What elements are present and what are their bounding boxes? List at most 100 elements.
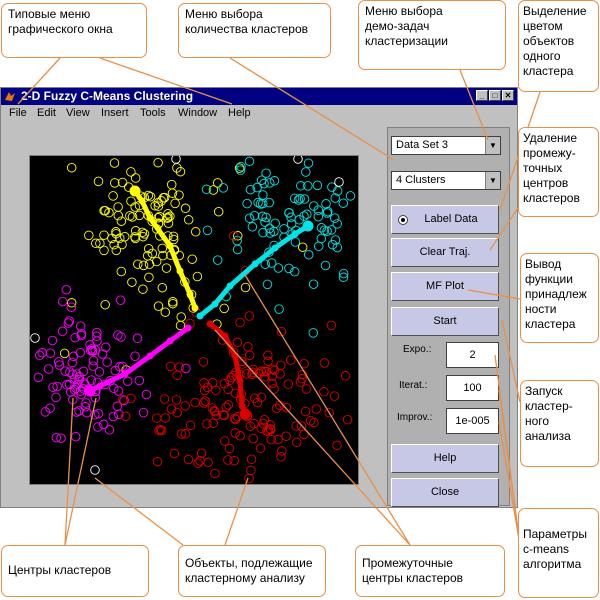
- data-point: [168, 231, 179, 242]
- data-point: [122, 376, 133, 387]
- data-point: [319, 387, 329, 397]
- data-point: [144, 272, 154, 283]
- label-data-toggle[interactable]: Label Data: [391, 205, 499, 234]
- data-point: [130, 351, 140, 361]
- data-point: [75, 347, 86, 358]
- data-point: [115, 295, 126, 305]
- data-point: [172, 407, 182, 418]
- data-point: [284, 207, 294, 218]
- intermediate-center-marker: [184, 324, 192, 332]
- data-point: [86, 375, 97, 385]
- data-point: [157, 282, 168, 293]
- data-point: [174, 362, 185, 372]
- data-point: [253, 197, 263, 208]
- iterat-field[interactable]: 100: [446, 375, 499, 401]
- data-point: [296, 181, 306, 191]
- intermediate-center-marker: [231, 352, 239, 360]
- data-point: [45, 348, 56, 358]
- improv-field[interactable]: 1e-005: [446, 408, 499, 434]
- dataset-select[interactable]: Data Set 3 ▼: [391, 136, 501, 155]
- data-point: [98, 419, 109, 430]
- data-point: [68, 351, 79, 362]
- data-point: [229, 455, 239, 466]
- data-point: [126, 196, 136, 206]
- maximize-button[interactable]: □: [489, 90, 501, 101]
- data-point: [338, 198, 349, 208]
- menu-insert[interactable]: Insert: [101, 107, 129, 119]
- intermediate-center-marker: [251, 260, 259, 268]
- data-point: [276, 326, 287, 337]
- data-point: [329, 391, 340, 401]
- data-point: [208, 185, 219, 195]
- data-point: [61, 284, 72, 295]
- data-point: [284, 263, 294, 274]
- menu-tools[interactable]: Tools: [140, 107, 166, 119]
- window-title: 2-D Fuzzy C-Means Clustering: [21, 89, 194, 103]
- data-point: [139, 229, 150, 239]
- cluster-center-marker: [239, 408, 251, 420]
- data-point: [74, 406, 84, 416]
- expo-field[interactable]: 2: [446, 342, 499, 368]
- callout-clear-intermediate: Удаление промежу- точных центров кластер…: [518, 127, 599, 217]
- data-point: [117, 177, 128, 188]
- data-point: [143, 243, 154, 254]
- intermediate-center-marker: [186, 290, 194, 298]
- data-point: [176, 312, 186, 322]
- data-point: [69, 374, 80, 385]
- data-point: [54, 360, 65, 370]
- data-point: [161, 263, 172, 273]
- menu-edit[interactable]: Edit: [37, 107, 56, 119]
- data-point: [67, 357, 78, 368]
- minimize-button[interactable]: _: [476, 90, 488, 101]
- data-point: [57, 326, 68, 337]
- menu-window[interactable]: Window: [178, 107, 218, 119]
- data-point: [143, 190, 154, 201]
- data-point: [154, 211, 165, 222]
- data-point: [119, 395, 129, 406]
- data-point: [193, 458, 203, 468]
- data-point: [269, 226, 279, 237]
- data-point: [242, 198, 252, 209]
- menu-file[interactable]: File: [9, 107, 27, 119]
- data-point: [168, 234, 179, 245]
- clear-traj-button[interactable]: Clear Traj.: [391, 238, 499, 267]
- data-point: [120, 411, 131, 421]
- data-point: [185, 420, 196, 431]
- mf-plot-button[interactable]: MF Plot: [391, 272, 499, 301]
- data-point: [313, 211, 324, 222]
- data-point: [326, 225, 337, 235]
- help-button[interactable]: Help: [391, 444, 499, 473]
- data-point: [181, 363, 191, 374]
- data-point: [48, 382, 58, 392]
- data-point: [297, 242, 308, 252]
- data-point: [223, 400, 234, 410]
- close-window-button[interactable]: ✕: [502, 90, 514, 101]
- data-point: [269, 384, 279, 394]
- data-point: [332, 219, 343, 229]
- data-point: [175, 166, 186, 177]
- clusters-select[interactable]: 4 Clusters ▼: [391, 171, 501, 190]
- data-point: [94, 367, 105, 377]
- data-point: [116, 332, 126, 342]
- data-point: [165, 361, 176, 372]
- data-point: [66, 162, 77, 173]
- intermediate-center-marker: [221, 332, 229, 340]
- data-point: [279, 224, 289, 234]
- data-point: [159, 394, 170, 404]
- menu-help[interactable]: Help: [228, 107, 251, 119]
- data-point: [235, 431, 245, 441]
- data-point: [202, 419, 212, 429]
- data-point: [134, 210, 145, 221]
- start-button[interactable]: Start: [391, 307, 499, 336]
- close-button[interactable]: Close: [391, 478, 499, 507]
- data-point: [45, 403, 55, 413]
- data-point: [289, 193, 300, 204]
- scatter-canvas: [30, 156, 356, 484]
- intermediate-center-marker: [166, 242, 174, 250]
- data-point: [144, 259, 155, 269]
- menu-view[interactable]: View: [66, 107, 90, 119]
- data-point: [269, 176, 280, 186]
- data-point: [155, 425, 166, 435]
- data-point: [300, 406, 311, 417]
- data-point: [117, 394, 128, 405]
